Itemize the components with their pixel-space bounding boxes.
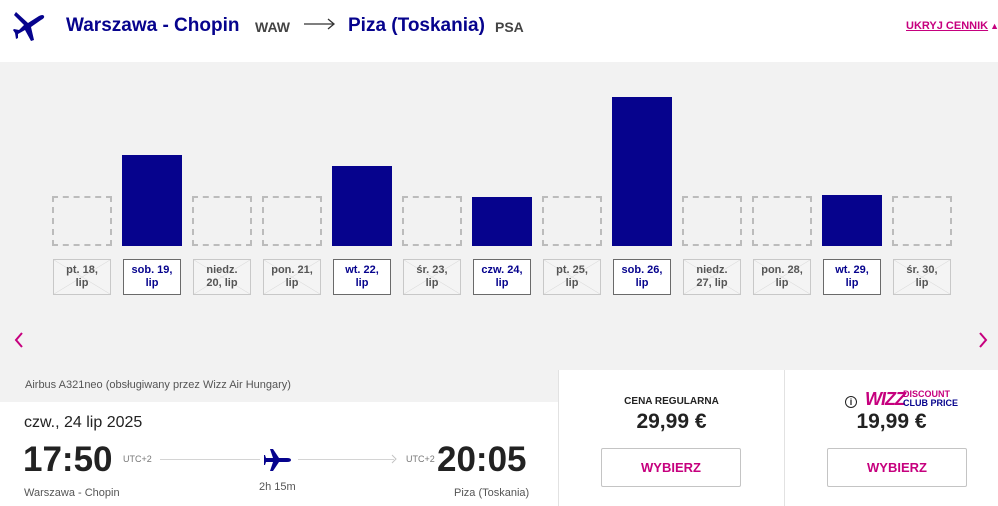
date-month: 20, lip — [206, 277, 238, 289]
airplane-icon — [264, 449, 291, 471]
date-day: sob. 26, — [621, 264, 663, 276]
hide-prices-link[interactable]: UKRYJ CENNIK ▲ — [906, 20, 998, 32]
date-day: śr. 23, — [416, 264, 448, 276]
track-line-right — [298, 459, 394, 460]
date-tick-label: niedz. 27, lip — [683, 259, 741, 295]
date-day: niedz. — [696, 264, 728, 276]
price-bar[interactable] — [332, 166, 392, 246]
departure-city: Warszawa - Chopin — [24, 487, 120, 499]
price-calendar-chart: pt. 18, lip sob. 19, lip niedz. 20, lip pon. 2… — [0, 62, 998, 380]
flight-details: czw., 24 lip 2025 17:50 UTC+2 UTC+2 20:0… — [0, 402, 558, 506]
date-month: lip — [355, 277, 369, 289]
info-icon[interactable]: i — [845, 396, 857, 408]
empty-bar-slot — [192, 196, 252, 246]
destination-code: PSA — [495, 19, 524, 35]
date-tick-label[interactable]: sob. 19, lip — [123, 259, 181, 295]
date-tick-label: śr. 23, lip — [403, 259, 461, 295]
discount-club-line1: DISCOUNT — [903, 389, 950, 399]
date-month: lip — [565, 277, 579, 289]
empty-bar-slot — [52, 196, 112, 246]
empty-bar-slot — [262, 196, 322, 246]
date-tick-label: niedz. 20, lip — [193, 259, 251, 295]
regular-price-panel: CENA REGULARNA 29,99 € WYBIERZ — [558, 370, 784, 506]
date-tick-label[interactable]: czw. 24, lip — [473, 259, 531, 295]
date-month: lip — [425, 277, 439, 289]
date-day: niedz. — [206, 264, 238, 276]
empty-bar-slot — [892, 196, 952, 246]
date-month: lip — [285, 277, 299, 289]
airplane-icon — [13, 12, 45, 41]
arrival-city: Piza (Toskania) — [454, 487, 530, 499]
aircraft-info: Airbus A321neo (obsługiwany przez Wizz A… — [0, 370, 558, 402]
date-day: pon. 21, — [271, 264, 313, 276]
date-day: wt. 29, — [835, 264, 869, 276]
club-price-panel: i WIZZ DISCOUNT CLUB PRICE 19,99 € WYBIE… — [784, 370, 998, 506]
arrival-time: 20:05 — [437, 440, 527, 479]
wizz-logo: WIZZ — [865, 389, 906, 409]
empty-bar-slot — [752, 196, 812, 246]
date-day: pon. 28, — [761, 264, 803, 276]
discount-club-logo: DISCOUNT CLUB PRICE — [903, 390, 958, 408]
flight-duration: 2h 15m — [259, 481, 296, 493]
date-day: wt. 22, — [345, 264, 379, 276]
track-line-left — [160, 459, 260, 460]
regular-price-value: 29,99 € — [636, 410, 707, 433]
date-month: lip — [495, 277, 509, 289]
departure-utc: UTC+2 — [123, 454, 152, 464]
departure-time: 17:50 — [23, 440, 113, 479]
date-month: lip — [635, 277, 649, 289]
date-month: lip — [845, 277, 859, 289]
empty-bar-slot — [682, 196, 742, 246]
date-tick-label: śr. 30, lip — [893, 259, 951, 295]
empty-bar-slot — [542, 196, 602, 246]
route-header: Warszawa - Chopin WAW Piza (Toskania) PS… — [0, 0, 998, 60]
date-tick-label: pt. 25, lip — [543, 259, 601, 295]
date-tick-label[interactable]: wt. 22, lip — [333, 259, 391, 295]
route-arrow-icon — [304, 18, 336, 30]
arrival-utc: UTC+2 — [406, 454, 435, 464]
date-month: lip — [915, 277, 929, 289]
price-bar[interactable] — [122, 155, 182, 246]
empty-bar-slot — [402, 196, 462, 246]
date-tick-label: pon. 21, lip — [263, 259, 321, 295]
date-day: śr. 30, — [906, 264, 938, 276]
club-price-value: 19,99 € — [856, 410, 927, 433]
discount-club-line2: CLUB PRICE — [903, 398, 959, 408]
origin-code: WAW — [255, 19, 290, 35]
select-club-button[interactable]: WYBIERZ — [827, 448, 967, 487]
price-bar[interactable] — [472, 197, 532, 246]
chevron-right-icon[interactable] — [976, 330, 990, 350]
date-tick-label: pon. 28, lip — [753, 259, 811, 295]
price-bar[interactable] — [822, 195, 882, 246]
date-month: lip — [145, 277, 159, 289]
date-day: pt. 18, — [66, 264, 98, 276]
destination-city: Piza (Toskania) — [348, 15, 485, 36]
date-tick-label: pt. 18, lip — [53, 259, 111, 295]
flight-date: czw., 24 lip 2025 — [24, 414, 143, 431]
chevron-up-icon: ▲ — [990, 21, 998, 31]
regular-price-label: CENA REGULARNA — [624, 396, 719, 407]
date-month: lip — [75, 277, 89, 289]
date-day: sob. 19, — [131, 264, 173, 276]
date-day: czw. 24, — [481, 264, 523, 276]
chevron-left-icon[interactable] — [12, 330, 26, 350]
date-month: lip — [775, 277, 789, 289]
chevron-right-icon — [391, 454, 397, 464]
date-day: pt. 25, — [556, 264, 588, 276]
date-tick-label[interactable]: wt. 29, lip — [823, 259, 881, 295]
price-bar[interactable] — [612, 97, 672, 246]
hide-prices-label: UKRYJ CENNIK — [906, 20, 989, 32]
date-month: 27, lip — [696, 277, 728, 289]
origin-city: Warszawa - Chopin — [66, 15, 240, 36]
select-regular-button[interactable]: WYBIERZ — [601, 448, 741, 487]
date-tick-label[interactable]: sob. 26, lip — [613, 259, 671, 295]
